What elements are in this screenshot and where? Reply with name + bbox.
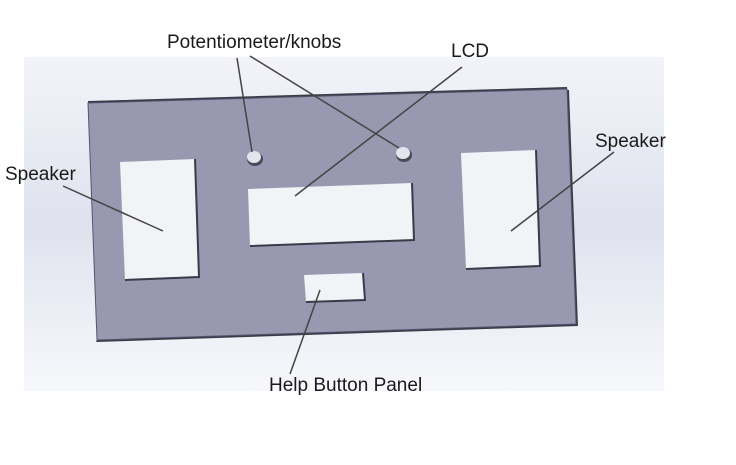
label-help-button-panel: Help Button Panel <box>269 375 423 396</box>
help-button-panel-cutout-edge <box>305 272 367 303</box>
right-knob <box>396 147 412 162</box>
leader-line-lcd <box>294 66 463 197</box>
leader-line-potentiometer-left <box>236 57 253 153</box>
leader-line-speaker-left <box>62 185 164 232</box>
label-lcd: LCD <box>451 41 490 62</box>
label-speaker-right: Speaker <box>595 131 666 152</box>
left-speaker-cutout-edge <box>124 158 201 281</box>
label-speaker-left: Speaker <box>5 164 76 185</box>
leader-line-potentiometer-right <box>249 55 400 149</box>
leader-line-help-button <box>289 289 321 375</box>
lcd-cutout-edge <box>249 182 416 247</box>
right-speaker-cutout-edge <box>465 149 542 270</box>
left-speaker-cutout <box>120 159 199 280</box>
right-speaker-cutout <box>461 150 540 269</box>
label-potentiometer: Potentiometer/knobs <box>167 32 342 53</box>
help-button-panel-cutout <box>304 273 365 302</box>
left-knob <box>247 151 263 166</box>
leader-line-speaker-right <box>510 151 615 232</box>
lcd-cutout <box>248 183 414 246</box>
